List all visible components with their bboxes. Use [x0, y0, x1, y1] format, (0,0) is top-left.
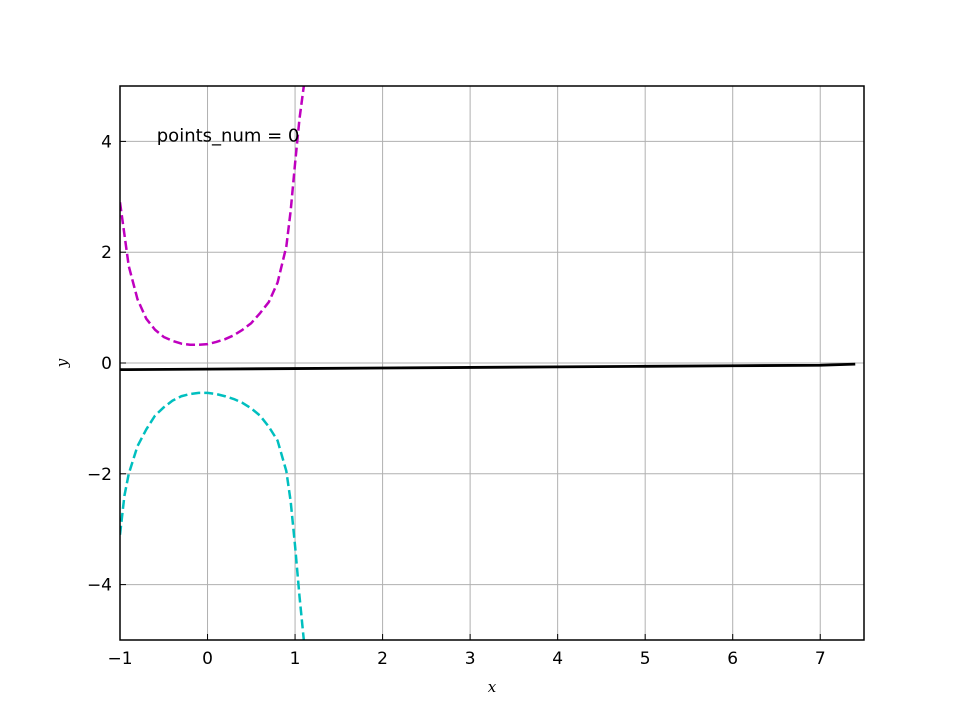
points-num-annotation: points_num = 0: [157, 125, 300, 146]
y-axis-label: y: [53, 358, 71, 368]
x-axis-label: x: [488, 678, 497, 696]
series-line-2: [120, 391, 306, 640]
x-tick-label: 7: [815, 649, 826, 669]
x-tick-label: 4: [552, 649, 563, 669]
x-tick-label: 0: [202, 649, 213, 669]
y-tick-label: 4: [101, 132, 112, 152]
x-tick-label: 1: [290, 649, 301, 669]
y-tick-label: −2: [87, 465, 112, 485]
series-line-3: [120, 362, 856, 372]
x-tick-label: −1: [107, 649, 132, 669]
ticks: −1 0 1 2 3 4 5 6 7 −4 −2 0 2 4: [87, 132, 826, 669]
x-tick-label: 3: [465, 649, 476, 669]
x-tick-label: 5: [640, 649, 651, 669]
series-group: [120, 86, 856, 640]
grid: [119, 86, 864, 640]
series-line-1: [120, 86, 306, 346]
y-tick-label: 0: [101, 354, 112, 374]
x-tick-label: 6: [727, 649, 738, 669]
x-tick-label: 2: [377, 649, 388, 669]
y-tick-label: −4: [87, 576, 112, 596]
y-tick-label: 2: [101, 243, 112, 263]
plot-frame: [119, 85, 865, 641]
